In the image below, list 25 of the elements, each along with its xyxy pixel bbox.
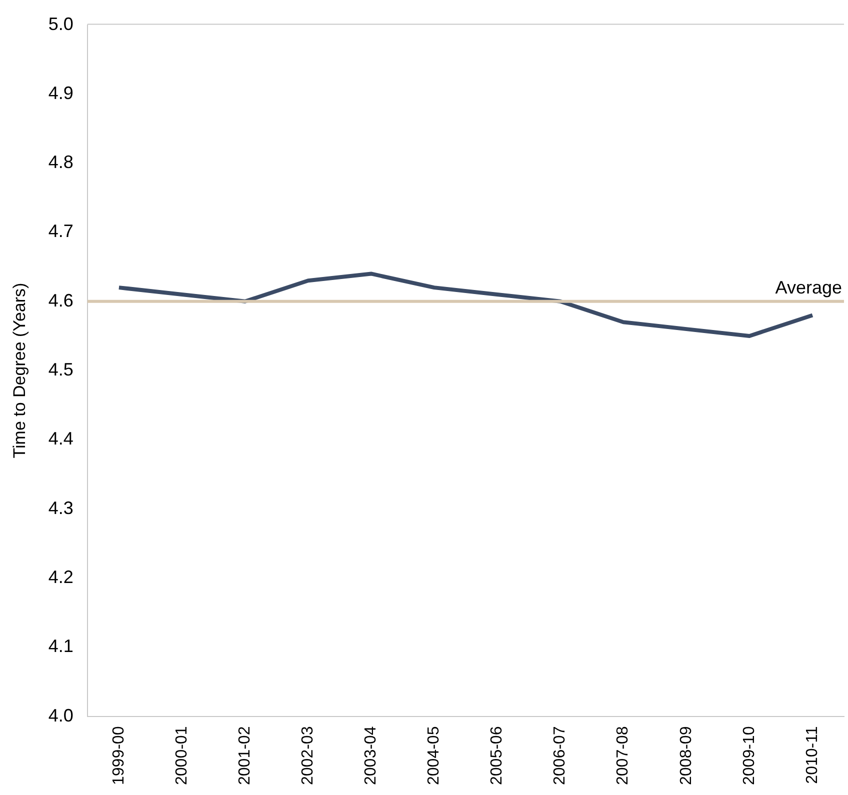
x-tick-label: 2008-09 xyxy=(678,726,695,785)
ref-line-label: Average xyxy=(775,277,842,298)
y-tick-label: 4.5 xyxy=(48,360,74,380)
x-tick-label: 1999-00 xyxy=(110,726,128,785)
y-tick-label: 5.0 xyxy=(48,14,74,34)
x-tick-label: 2002-03 xyxy=(299,726,316,785)
y-tick-label: 4.6 xyxy=(48,290,74,310)
x-tick-label: 2009-10 xyxy=(740,726,758,785)
y-tick-label: 4.9 xyxy=(48,82,74,103)
y-tick-label: 4.7 xyxy=(48,221,74,242)
y-axis-title: Time to Degree (Years) xyxy=(10,282,29,458)
x-tick-label: 2006-07 xyxy=(552,726,569,785)
x-tick-label: 2010-11 xyxy=(804,726,821,784)
x-tick-label: 2004-05 xyxy=(426,726,443,785)
y-tick-label: 4.4 xyxy=(48,428,74,449)
y-tick-label: 4.2 xyxy=(48,566,74,587)
x-tick-label: 2001-02 xyxy=(236,726,254,785)
x-tick-label: 2000-01 xyxy=(173,726,190,785)
x-tick-label: 2005-06 xyxy=(488,726,506,785)
x-tick-label: 2003-04 xyxy=(362,726,380,785)
x-tick-label: 2007-08 xyxy=(614,726,632,785)
y-tick-label: 4.1 xyxy=(48,636,74,656)
y-tick-label: 4.8 xyxy=(48,152,74,172)
y-tick-label: 4.3 xyxy=(48,498,74,518)
y-tick-label: 4.0 xyxy=(48,705,74,726)
